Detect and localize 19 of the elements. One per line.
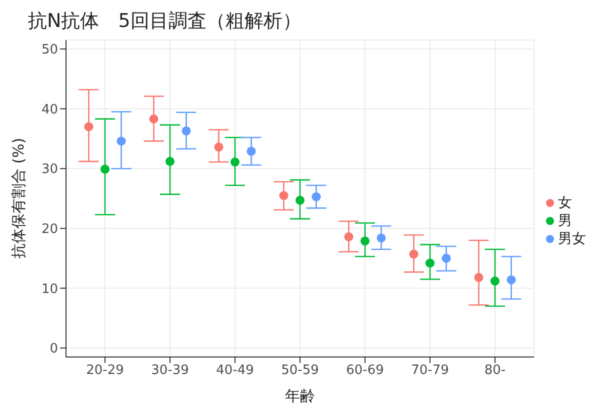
y-tick-label: 30 [41,162,58,178]
x-tick-label: 40-49 [216,363,254,378]
x-axis-title: 年齢 [285,387,315,405]
legend-label: 男女 [558,230,586,246]
chart-title: 抗N抗体 5回目調査（粗解析） [27,9,302,34]
y-tick-label: 0 [50,342,58,357]
legend-label: 男 [558,212,572,228]
y-tick-label: 50 [41,42,58,58]
y-tick-label: 40 [41,102,58,118]
x-tick-label: 80- [484,363,506,378]
x-tick-label: 70-79 [411,363,449,378]
x-tick-label: 50-59 [281,363,319,378]
x-tick-label: 30-39 [151,363,189,378]
legend-label: 女 [558,194,572,210]
x-tick-label: 60-69 [346,363,384,378]
y-tick-label: 10 [41,282,58,297]
y-axis-title: 抗体保有割合 (%) [9,138,28,258]
y-tick-label: 20 [41,222,58,238]
x-tick-label: 20-29 [86,363,124,378]
